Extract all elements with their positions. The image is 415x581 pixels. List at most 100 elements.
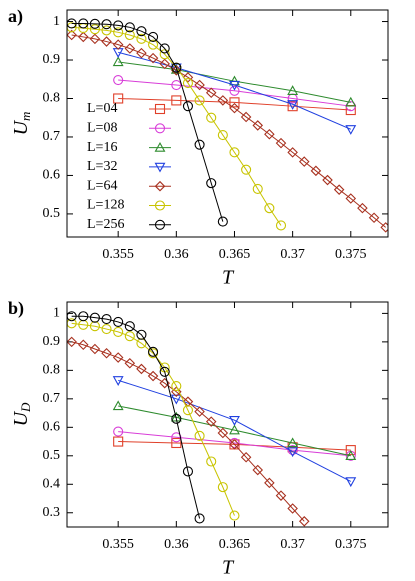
marker: [206, 112, 217, 123]
marker: [264, 477, 275, 489]
marker: [124, 22, 135, 33]
marker: [154, 123, 166, 134]
y-tick-label: 0.3: [43, 505, 61, 520]
marker: [101, 324, 112, 335]
x-tick-label: 0.375: [335, 537, 367, 552]
marker: [252, 183, 263, 194]
marker: [101, 314, 112, 325]
marker: [113, 316, 124, 327]
x-axis-label: T: [222, 557, 235, 579]
marker: [229, 80, 240, 91]
series-line: [118, 431, 351, 457]
series-line: [118, 51, 351, 130]
marker: [113, 326, 124, 337]
marker: [159, 43, 170, 54]
x-axis-label: T: [222, 267, 235, 289]
y-tick-label: 0.8: [43, 91, 61, 106]
marker: [264, 203, 275, 214]
marker: [217, 216, 228, 227]
marker: [194, 430, 205, 441]
y-tick-label: 0.7: [43, 391, 61, 406]
marker: [345, 96, 357, 107]
marker: [264, 128, 275, 140]
y-tick-label: 0.4: [43, 476, 61, 491]
marker: [159, 377, 170, 389]
marker: [101, 36, 112, 47]
marker: [206, 178, 217, 189]
marker: [182, 78, 194, 89]
marker: [171, 62, 182, 73]
marker: [345, 193, 357, 204]
marker: [113, 20, 124, 31]
marker: [194, 139, 205, 150]
marker: [67, 29, 77, 41]
marker: [252, 464, 264, 476]
marker: [154, 200, 166, 211]
series-line: [118, 61, 351, 103]
marker: [182, 72, 194, 83]
marker: [113, 27, 124, 38]
frame: [66, 301, 389, 528]
marker: [113, 436, 124, 447]
y-tick-label: 0.8: [43, 363, 61, 378]
frame: [66, 9, 389, 238]
legend-label: L=64: [87, 178, 117, 193]
marker: [170, 394, 182, 405]
marker: [217, 129, 228, 141]
series-line: [71, 322, 235, 516]
marker: [240, 111, 252, 123]
marker: [101, 347, 112, 359]
marker: [113, 426, 124, 437]
marker: [205, 416, 217, 427]
marker: [147, 370, 159, 382]
legend-label: L=128: [87, 198, 124, 213]
marker: [229, 437, 240, 449]
marker: [154, 162, 166, 173]
marker: [380, 222, 388, 233]
legend-label: L=08: [87, 121, 117, 136]
y-axis-label: UD: [10, 402, 33, 426]
marker: [205, 87, 217, 98]
marker: [136, 47, 147, 59]
marker: [229, 439, 240, 450]
marker: [101, 19, 112, 30]
panel-label: b): [8, 298, 24, 319]
x-tick-label: 0.375: [335, 247, 367, 262]
y-tick-label: 0.6: [43, 420, 61, 435]
marker: [275, 220, 287, 231]
marker: [229, 102, 240, 114]
marker: [345, 445, 356, 456]
marker: [229, 147, 240, 158]
marker: [194, 95, 205, 106]
marker: [310, 165, 322, 177]
marker: [78, 311, 89, 322]
marker: [322, 174, 333, 186]
marker: [171, 386, 182, 397]
marker: [124, 43, 136, 54]
marker: [217, 95, 229, 106]
marker: [78, 18, 89, 29]
x-tick-label: 0.365: [219, 537, 251, 552]
marker: [275, 137, 287, 149]
y-axis-label-sub: D: [18, 402, 33, 413]
marker: [345, 450, 357, 460]
marker: [298, 156, 310, 167]
legend-label: L=32: [87, 159, 117, 174]
marker: [171, 95, 182, 106]
y-axis-label-sub: m: [18, 112, 33, 121]
marker: [194, 79, 205, 91]
legend-label: L=04: [87, 101, 117, 116]
marker: [194, 406, 205, 417]
marker: [182, 466, 194, 477]
marker: [287, 100, 299, 110]
marker: [89, 312, 100, 323]
marker: [136, 26, 147, 37]
series-line: [118, 379, 352, 482]
series-line: [71, 315, 201, 519]
marker: [89, 24, 100, 35]
marker: [229, 510, 240, 521]
marker: [101, 25, 112, 36]
y-tick-label: 0.9: [43, 334, 61, 349]
plot-area: [67, 311, 357, 527]
